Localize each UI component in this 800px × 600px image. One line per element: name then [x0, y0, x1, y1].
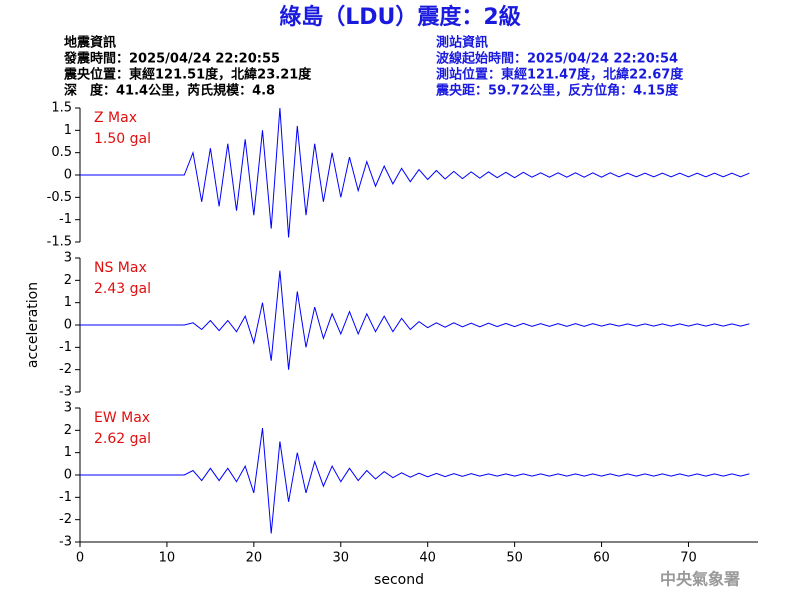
x-tick-label: 20 — [246, 551, 263, 566]
y-tick-label: -3 — [59, 535, 72, 550]
y-tick-label: 1 — [64, 445, 72, 460]
y-tick-label: 2 — [64, 273, 72, 288]
watermark: 中央氣象署 — [660, 570, 740, 589]
info-left: 發震時間：2025/04/24 22:20:55 — [63, 51, 280, 67]
info-right: 測站資訊 — [436, 35, 488, 51]
y-tick-label: -1 — [59, 212, 72, 227]
y-tick-label: 0 — [64, 168, 72, 183]
y-tick-label: 0.5 — [51, 145, 72, 160]
waveform — [80, 270, 750, 370]
y-tick-label: 3 — [64, 401, 72, 416]
y-tick-label: 1 — [64, 123, 72, 138]
waveform — [80, 107, 750, 238]
max-label: 2.43 gal — [94, 281, 151, 297]
info-right: 波線起始時間：2025/04/24 22:20:54 — [436, 51, 678, 67]
max-label: NS Max — [94, 260, 147, 276]
y-tick-label: 0 — [64, 318, 72, 333]
y-tick-label: -0.5 — [47, 190, 72, 205]
y-tick-label: 3 — [64, 251, 72, 266]
x-tick-label: 40 — [419, 551, 436, 566]
title: 綠島（LDU）震度：2級 — [279, 4, 520, 30]
y-tick-label: 1.5 — [51, 101, 72, 116]
info-right: 測站位置：東經121.47度，北緯22.67度 — [436, 67, 684, 83]
max-label: 1.50 gal — [94, 131, 151, 147]
x-tick-label: 60 — [593, 551, 610, 566]
info-right: 震央距：59.72公里，反方位角：4.15度 — [435, 83, 679, 99]
waveform — [80, 428, 750, 534]
y-tick-label: -1.5 — [47, 235, 72, 250]
info-left: 地震資訊 — [64, 35, 116, 51]
x-axis-label: second — [374, 572, 424, 588]
max-label: EW Max — [94, 410, 150, 426]
y-tick-label: 1 — [64, 295, 72, 310]
x-tick-label: 30 — [332, 551, 349, 566]
x-tick-label: 50 — [506, 551, 523, 566]
max-label: Z Max — [94, 110, 137, 126]
y-tick-label: -2 — [59, 512, 72, 527]
y-tick-label: -2 — [59, 362, 72, 377]
y-tick-label: -1 — [59, 490, 72, 505]
y-tick-label: -3 — [59, 385, 72, 400]
info-left: 震央位置：東經121.51度，北緯23.21度 — [63, 67, 312, 83]
x-tick-label: 70 — [680, 551, 697, 566]
x-tick-label: 10 — [159, 551, 176, 566]
max-label: 2.62 gal — [94, 431, 151, 447]
info-left: 深 度：41.4公里，芮氏規模：4.8 — [64, 83, 275, 99]
y-tick-label: 0 — [64, 468, 72, 483]
y-tick-label: -1 — [59, 340, 72, 355]
y-axis-label: acceleration — [25, 282, 41, 368]
y-tick-label: 2 — [64, 423, 72, 438]
x-tick-label: 0 — [76, 551, 84, 566]
